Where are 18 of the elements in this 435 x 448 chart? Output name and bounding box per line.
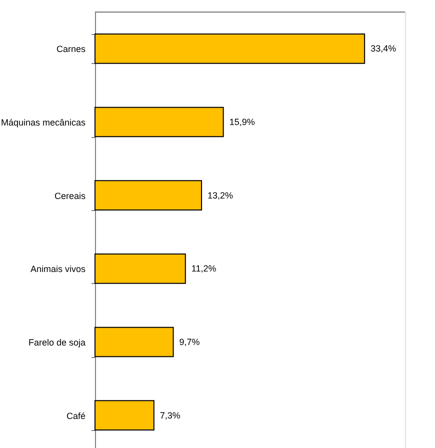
y-tick-label: Carnes (56, 44, 86, 54)
y-tick-label: Animais vivos (30, 264, 86, 274)
data-label: 11,2% (191, 264, 216, 274)
bar (94, 400, 154, 430)
data-label: 15,9% (229, 117, 255, 127)
y-tick-label: Cereais (54, 190, 86, 201)
data-label: 7,3% (160, 410, 180, 420)
bar (94, 180, 202, 210)
data-label: 13,2% (208, 190, 234, 200)
y-tick-label: Máquinas mecânicas (0, 118, 86, 128)
bar (94, 34, 366, 64)
bar (94, 326, 174, 358)
data-label: 33,4% (370, 44, 396, 54)
bar (94, 106, 224, 138)
y-tick-label: Farelo de soja (28, 338, 86, 348)
data-label: 9,7% (179, 337, 200, 347)
bar (94, 254, 186, 284)
y-tick-label: Café (66, 410, 86, 421)
